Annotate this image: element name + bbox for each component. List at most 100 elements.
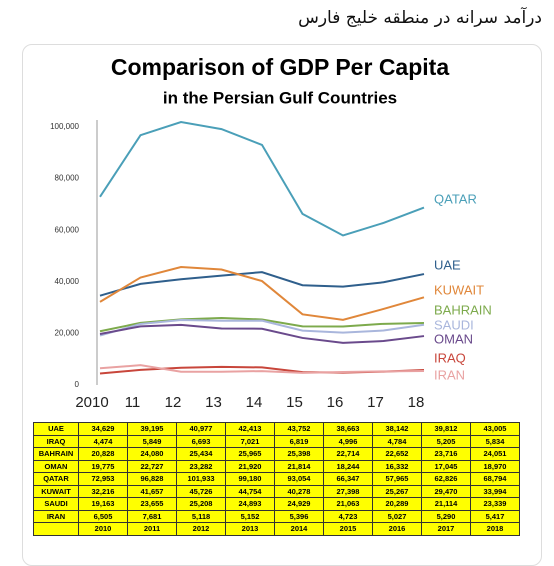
table-cell: 17,045 (421, 459, 471, 473)
table-cell: 21,114 (421, 497, 471, 511)
series-line (99, 120, 425, 237)
table-cell: 32,216 (78, 484, 128, 498)
series-label: OMAN (434, 331, 473, 346)
table-cell: 2012 (176, 522, 226, 536)
series-line (99, 266, 425, 321)
chart-title: Comparison of GDP Per Capita (111, 54, 449, 80)
table-cell: 5,849 (127, 434, 177, 448)
table-row: IRAN 6,505 7,681 5,118 5,152 5,396 4,723 5,027 5… (33, 509, 520, 523)
table-cell: 2018 (470, 522, 520, 536)
table-cell: 25,965 (225, 447, 275, 461)
x-tick-label: 17 (367, 394, 384, 411)
y-tick-label: 0 (75, 380, 80, 389)
table-cell: 62,826 (421, 472, 471, 486)
series-label: SAUDI (434, 317, 474, 332)
table-cell: 5,396 (274, 509, 324, 523)
table-cell: 18,244 (323, 459, 373, 473)
table-cell: 21,920 (225, 459, 275, 473)
table-cell: 44,754 (225, 484, 275, 498)
table-cell: 16,332 (372, 459, 422, 473)
table-cell: 93,054 (274, 472, 324, 486)
y-tick-label: 100,000 (50, 122, 79, 131)
table-cell: 5,118 (176, 509, 226, 523)
table-cell: 2017 (421, 522, 471, 536)
table-cell: QATAR (33, 472, 79, 486)
table-cell: 43,005 (470, 422, 520, 436)
table-cell: 38,142 (372, 422, 422, 436)
table-cell: 23,282 (176, 459, 226, 473)
table-cell: 34,629 (78, 422, 128, 436)
series-label: IRAN (434, 367, 465, 382)
data-table: UAE 34,629 39,195 40,977 42,413 43,752 38,663 3… (33, 422, 520, 536)
y-tick-label: 20,000 (55, 329, 80, 338)
x-tick-label: 2010 (75, 394, 108, 411)
table-cell: 101,933 (176, 472, 226, 486)
table-cell: 5,417 (470, 509, 520, 523)
series-line (99, 323, 425, 344)
table-cell: 23,716 (421, 447, 471, 461)
table-cell: 24,893 (225, 497, 275, 511)
table-cell: 19,163 (78, 497, 128, 511)
series-label: KUWAIT (434, 282, 484, 297)
table-cell: 99,180 (225, 472, 275, 486)
x-tick-label: 12 (165, 394, 182, 411)
series-label: UAE (434, 257, 461, 272)
table-cell: 5,290 (421, 509, 471, 523)
table-cell: 38,663 (323, 422, 373, 436)
table-row: BAHRAIN 20,828 24,080 25,434 25,965 25,398 22,… (33, 447, 520, 461)
table-cell: 29,470 (421, 484, 471, 498)
table-cell: 23,655 (127, 497, 177, 511)
table-cell: 20,828 (78, 447, 128, 461)
table-cell: 25,267 (372, 484, 422, 498)
x-tick-label: 15 (286, 394, 303, 411)
table-cell: 96,828 (127, 472, 177, 486)
table-cell: 33,994 (470, 484, 520, 498)
table-cell: 4,474 (78, 434, 128, 448)
table-cell: 5,205 (421, 434, 471, 448)
table-cell: 2015 (323, 522, 373, 536)
table-cell: 22,714 (323, 447, 373, 461)
x-tick-label: 18 (408, 394, 425, 411)
x-tick-label: 11 (125, 394, 141, 411)
table-cell: IRAN (33, 509, 79, 523)
table-row: IRAQ 4,474 5,849 6,693 7,021 6,819 4,996 4,784 5… (33, 434, 520, 448)
table-cell: 2016 (372, 522, 422, 536)
table-row: UAE 34,629 39,195 40,977 42,413 43,752 38,663 3… (33, 422, 520, 436)
table-cell: 24,080 (127, 447, 177, 461)
table-cell: 2011 (127, 522, 177, 536)
table-cell: 2010 (78, 522, 128, 536)
table-cell: UAE (33, 422, 79, 436)
table-cell: 41,657 (127, 484, 177, 498)
table-cell: 66,347 (323, 472, 373, 486)
table-cell: 5,834 (470, 434, 520, 448)
table-cell: 2014 (274, 522, 324, 536)
table-cell: 23,339 (470, 497, 520, 511)
table-cell: 27,398 (323, 484, 373, 498)
post-heading: درآمد سرانه در منطقه خلیج فارس (298, 8, 542, 28)
table-cell: 6,819 (274, 434, 324, 448)
table-footer: 2010 2011 2012 2013 2014 2015 2016 2017 2018 (33, 522, 520, 536)
table-cell: BAHRAIN (33, 447, 79, 461)
table-cell: KUWAIT (33, 484, 79, 498)
x-tick-label: 16 (327, 394, 344, 411)
table-cell: OMAN (33, 459, 79, 473)
x-tick-label: 13 (205, 394, 222, 411)
table-cell: 45,726 (176, 484, 226, 498)
table-cell: 4,996 (323, 434, 373, 448)
table-cell: 21,814 (274, 459, 324, 473)
x-tick-label: 14 (246, 394, 263, 411)
table-cell: 21,063 (323, 497, 373, 511)
series-label: IRAQ (434, 350, 466, 365)
table-cell: 40,278 (274, 484, 324, 498)
table-cell: 68,794 (470, 472, 520, 486)
table-cell: 6,505 (78, 509, 128, 523)
series-label: QATAR (434, 191, 477, 206)
table-cell: 40,977 (176, 422, 226, 436)
chart: Comparison of GDP Per Capita in the Pers… (50, 54, 492, 411)
table-cell: 25,398 (274, 447, 324, 461)
table-cell: 42,413 (225, 422, 275, 436)
table-cell: 25,434 (176, 447, 226, 461)
y-tick-label: 60,000 (55, 225, 80, 234)
table-cell: 2013 (225, 522, 275, 536)
